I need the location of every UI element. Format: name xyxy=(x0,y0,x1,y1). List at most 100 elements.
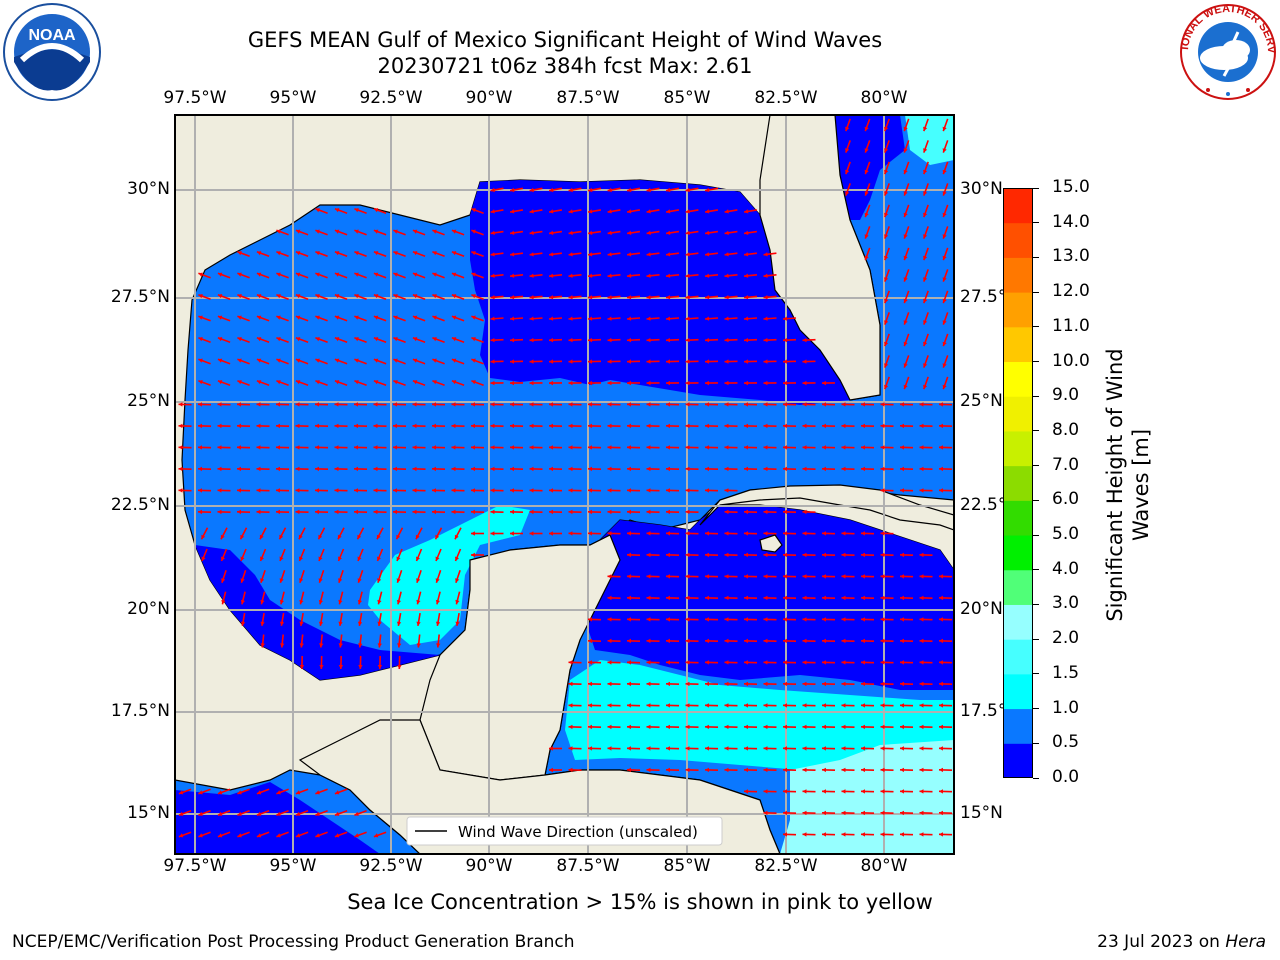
wind-wave-arrowhead xyxy=(412,402,417,407)
wind-wave-arrowhead xyxy=(393,466,397,472)
wind-wave-arrowhead xyxy=(763,810,768,816)
wind-wave-arrowhead xyxy=(396,621,402,626)
wind-wave-arrowhead xyxy=(315,380,320,385)
wind-wave-arrows xyxy=(178,118,953,838)
wind-wave-arrowhead xyxy=(942,126,947,132)
wind-wave-arrowhead xyxy=(903,191,908,196)
wind-wave-arrowhead xyxy=(942,341,947,347)
wind-wave-arrowhead xyxy=(529,423,534,429)
colorbar-tick-mark xyxy=(1033,256,1039,258)
wind-wave-arrowhead xyxy=(568,445,573,450)
wind-wave-arrowhead xyxy=(802,789,807,794)
wind-wave-arrowhead xyxy=(627,724,631,730)
wind-wave-arrowhead xyxy=(490,252,495,257)
wind-wave-arrowhead xyxy=(646,359,651,364)
wind-wave-arrowhead xyxy=(334,790,340,795)
wind-wave-arrowhead xyxy=(412,509,417,515)
wind-wave-arrowhead xyxy=(646,230,651,235)
wind-wave-arrowhead xyxy=(646,187,651,193)
wind-wave-arrowhead xyxy=(923,169,928,175)
wind-wave-arrowhead xyxy=(588,746,592,751)
wind-wave-arrowhead xyxy=(939,595,943,601)
wind-wave-arrowhead xyxy=(685,230,690,235)
wind-wave-arrowhead xyxy=(666,488,670,493)
wind-wave-arrowhead xyxy=(256,402,261,407)
wind-wave-arrowhead xyxy=(315,790,320,795)
wind-wave-arrowhead xyxy=(393,509,397,515)
wind-wave-arrowhead xyxy=(685,359,690,364)
colorbar-tick-label: 0.5 xyxy=(1052,732,1080,753)
wind-wave-arrowhead xyxy=(490,466,495,472)
wind-wave-arrowhead xyxy=(529,316,534,321)
wind-wave-arrowhead xyxy=(334,833,340,838)
wind-wave-arrowhead xyxy=(802,810,807,816)
wind-wave-arrowhead xyxy=(822,724,826,730)
wind-wave-arrowhead xyxy=(416,599,421,605)
wind-wave-arrowhead xyxy=(295,272,301,277)
wind-wave-arrowhead xyxy=(841,466,846,472)
wind-wave-arrowhead xyxy=(607,359,612,364)
wind-wave-arrowhead xyxy=(705,638,709,644)
wind-wave-arrowhead xyxy=(705,402,709,407)
wind-wave-arrowhead xyxy=(397,665,402,669)
wind-wave-arrowhead xyxy=(276,790,281,795)
wind-wave-arrowhead xyxy=(822,638,826,644)
colorbar-label-line1: Significant Height of Wind xyxy=(1103,348,1127,622)
wind-wave-arrowhead xyxy=(198,466,202,472)
wind-wave-arrowhead xyxy=(299,643,304,648)
wind-wave-arrowhead xyxy=(295,488,300,493)
wind-wave-arrowhead xyxy=(432,294,437,299)
wind-wave-arrowhead xyxy=(334,315,340,320)
wind-wave-arrowhead xyxy=(354,294,359,299)
wind-wave-arrowhead xyxy=(607,466,612,472)
wind-wave-arrowhead xyxy=(607,230,612,235)
wind-wave-arrowhead xyxy=(724,595,729,601)
footer-branch: NCEP/EMC/Verification Post Processing Pr… xyxy=(12,932,575,952)
colorbar-tick-mark xyxy=(1033,430,1039,432)
wind-wave-arrowhead xyxy=(942,298,947,304)
wind-wave-arrowhead xyxy=(237,509,241,515)
wind-wave-arrowhead xyxy=(358,643,363,648)
wind-wave-arrowhead xyxy=(295,315,301,320)
wind-wave-arrowhead xyxy=(919,617,924,622)
wind-wave-arrowhead xyxy=(354,423,358,429)
wind-wave-arrowhead xyxy=(939,638,943,644)
wind-wave-arrowhead xyxy=(646,488,651,493)
wind-wave-arrowhead xyxy=(568,402,573,407)
wind-wave-arrowhead xyxy=(607,445,612,450)
wind-wave-arrowhead xyxy=(451,466,456,472)
wind-wave-arrowhead xyxy=(373,423,378,429)
wind-wave-arrowhead xyxy=(939,681,943,687)
lon-tick-top: 80°W xyxy=(860,88,908,108)
wind-wave-arrowhead xyxy=(432,358,437,363)
wind-wave-arrowhead xyxy=(903,212,908,218)
wind-wave-arrowhead xyxy=(357,578,362,583)
wind-wave-arrowhead xyxy=(923,212,928,218)
wind-wave-arrowhead xyxy=(802,531,807,536)
wind-wave-arrowhead xyxy=(295,423,300,429)
wind-wave-arrowhead xyxy=(240,578,245,583)
wind-wave-arrowhead xyxy=(900,466,904,472)
wind-wave-arrowhead xyxy=(861,466,865,472)
wind-wave-arrowhead xyxy=(939,617,943,622)
wind-wave-arrowhead xyxy=(880,617,885,622)
wind-wave-arrowhead xyxy=(939,423,943,429)
wind-wave-arrowhead xyxy=(549,488,553,493)
wind-wave-arrowhead xyxy=(705,359,709,364)
wind-wave-arrowhead xyxy=(939,574,943,579)
wind-wave-arrowhead xyxy=(880,638,885,644)
wind-wave-arrowhead xyxy=(880,531,885,536)
wind-wave-arrowhead xyxy=(435,599,440,605)
colorbar-swatch xyxy=(1003,430,1033,467)
wind-wave-arrowhead xyxy=(295,402,300,407)
wind-wave-arrowhead xyxy=(377,665,383,669)
colorbar-tick-label: 13.0 xyxy=(1052,246,1090,267)
wind-wave-arrowhead xyxy=(256,790,262,795)
wind-wave-arrowhead xyxy=(256,315,262,320)
wind-wave-arrowhead xyxy=(198,423,202,429)
wind-wave-arrowhead xyxy=(884,363,889,368)
wind-wave-arrowhead xyxy=(256,294,262,299)
wind-wave-arrowhead xyxy=(627,252,632,257)
wind-wave-arrowhead xyxy=(451,488,456,493)
wind-wave-arrowhead xyxy=(178,402,183,407)
